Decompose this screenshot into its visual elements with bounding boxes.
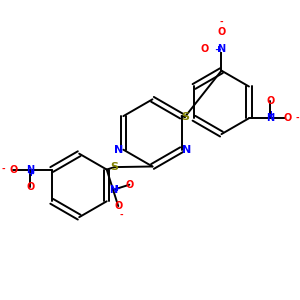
Text: +: + <box>27 169 34 178</box>
Text: N: N <box>114 145 123 155</box>
Text: N: N <box>218 44 226 54</box>
Text: -: - <box>220 18 223 27</box>
Text: O: O <box>26 182 34 192</box>
Text: -: - <box>119 211 123 220</box>
Text: -: - <box>2 165 5 174</box>
Text: O: O <box>125 180 134 190</box>
Text: +: + <box>214 45 221 54</box>
Text: N: N <box>266 113 274 123</box>
Text: O: O <box>9 164 17 175</box>
Text: N: N <box>109 185 117 195</box>
Text: O: O <box>114 201 122 211</box>
Text: O: O <box>200 44 208 54</box>
Text: -: - <box>296 114 299 123</box>
Text: +: + <box>267 110 274 119</box>
Text: S: S <box>111 162 119 172</box>
Text: S: S <box>181 112 189 122</box>
Text: O: O <box>283 113 292 123</box>
Text: N: N <box>182 145 191 155</box>
Text: O: O <box>217 27 226 37</box>
Text: N: N <box>26 164 34 175</box>
Text: +: + <box>113 184 120 193</box>
Text: O: O <box>266 96 275 106</box>
